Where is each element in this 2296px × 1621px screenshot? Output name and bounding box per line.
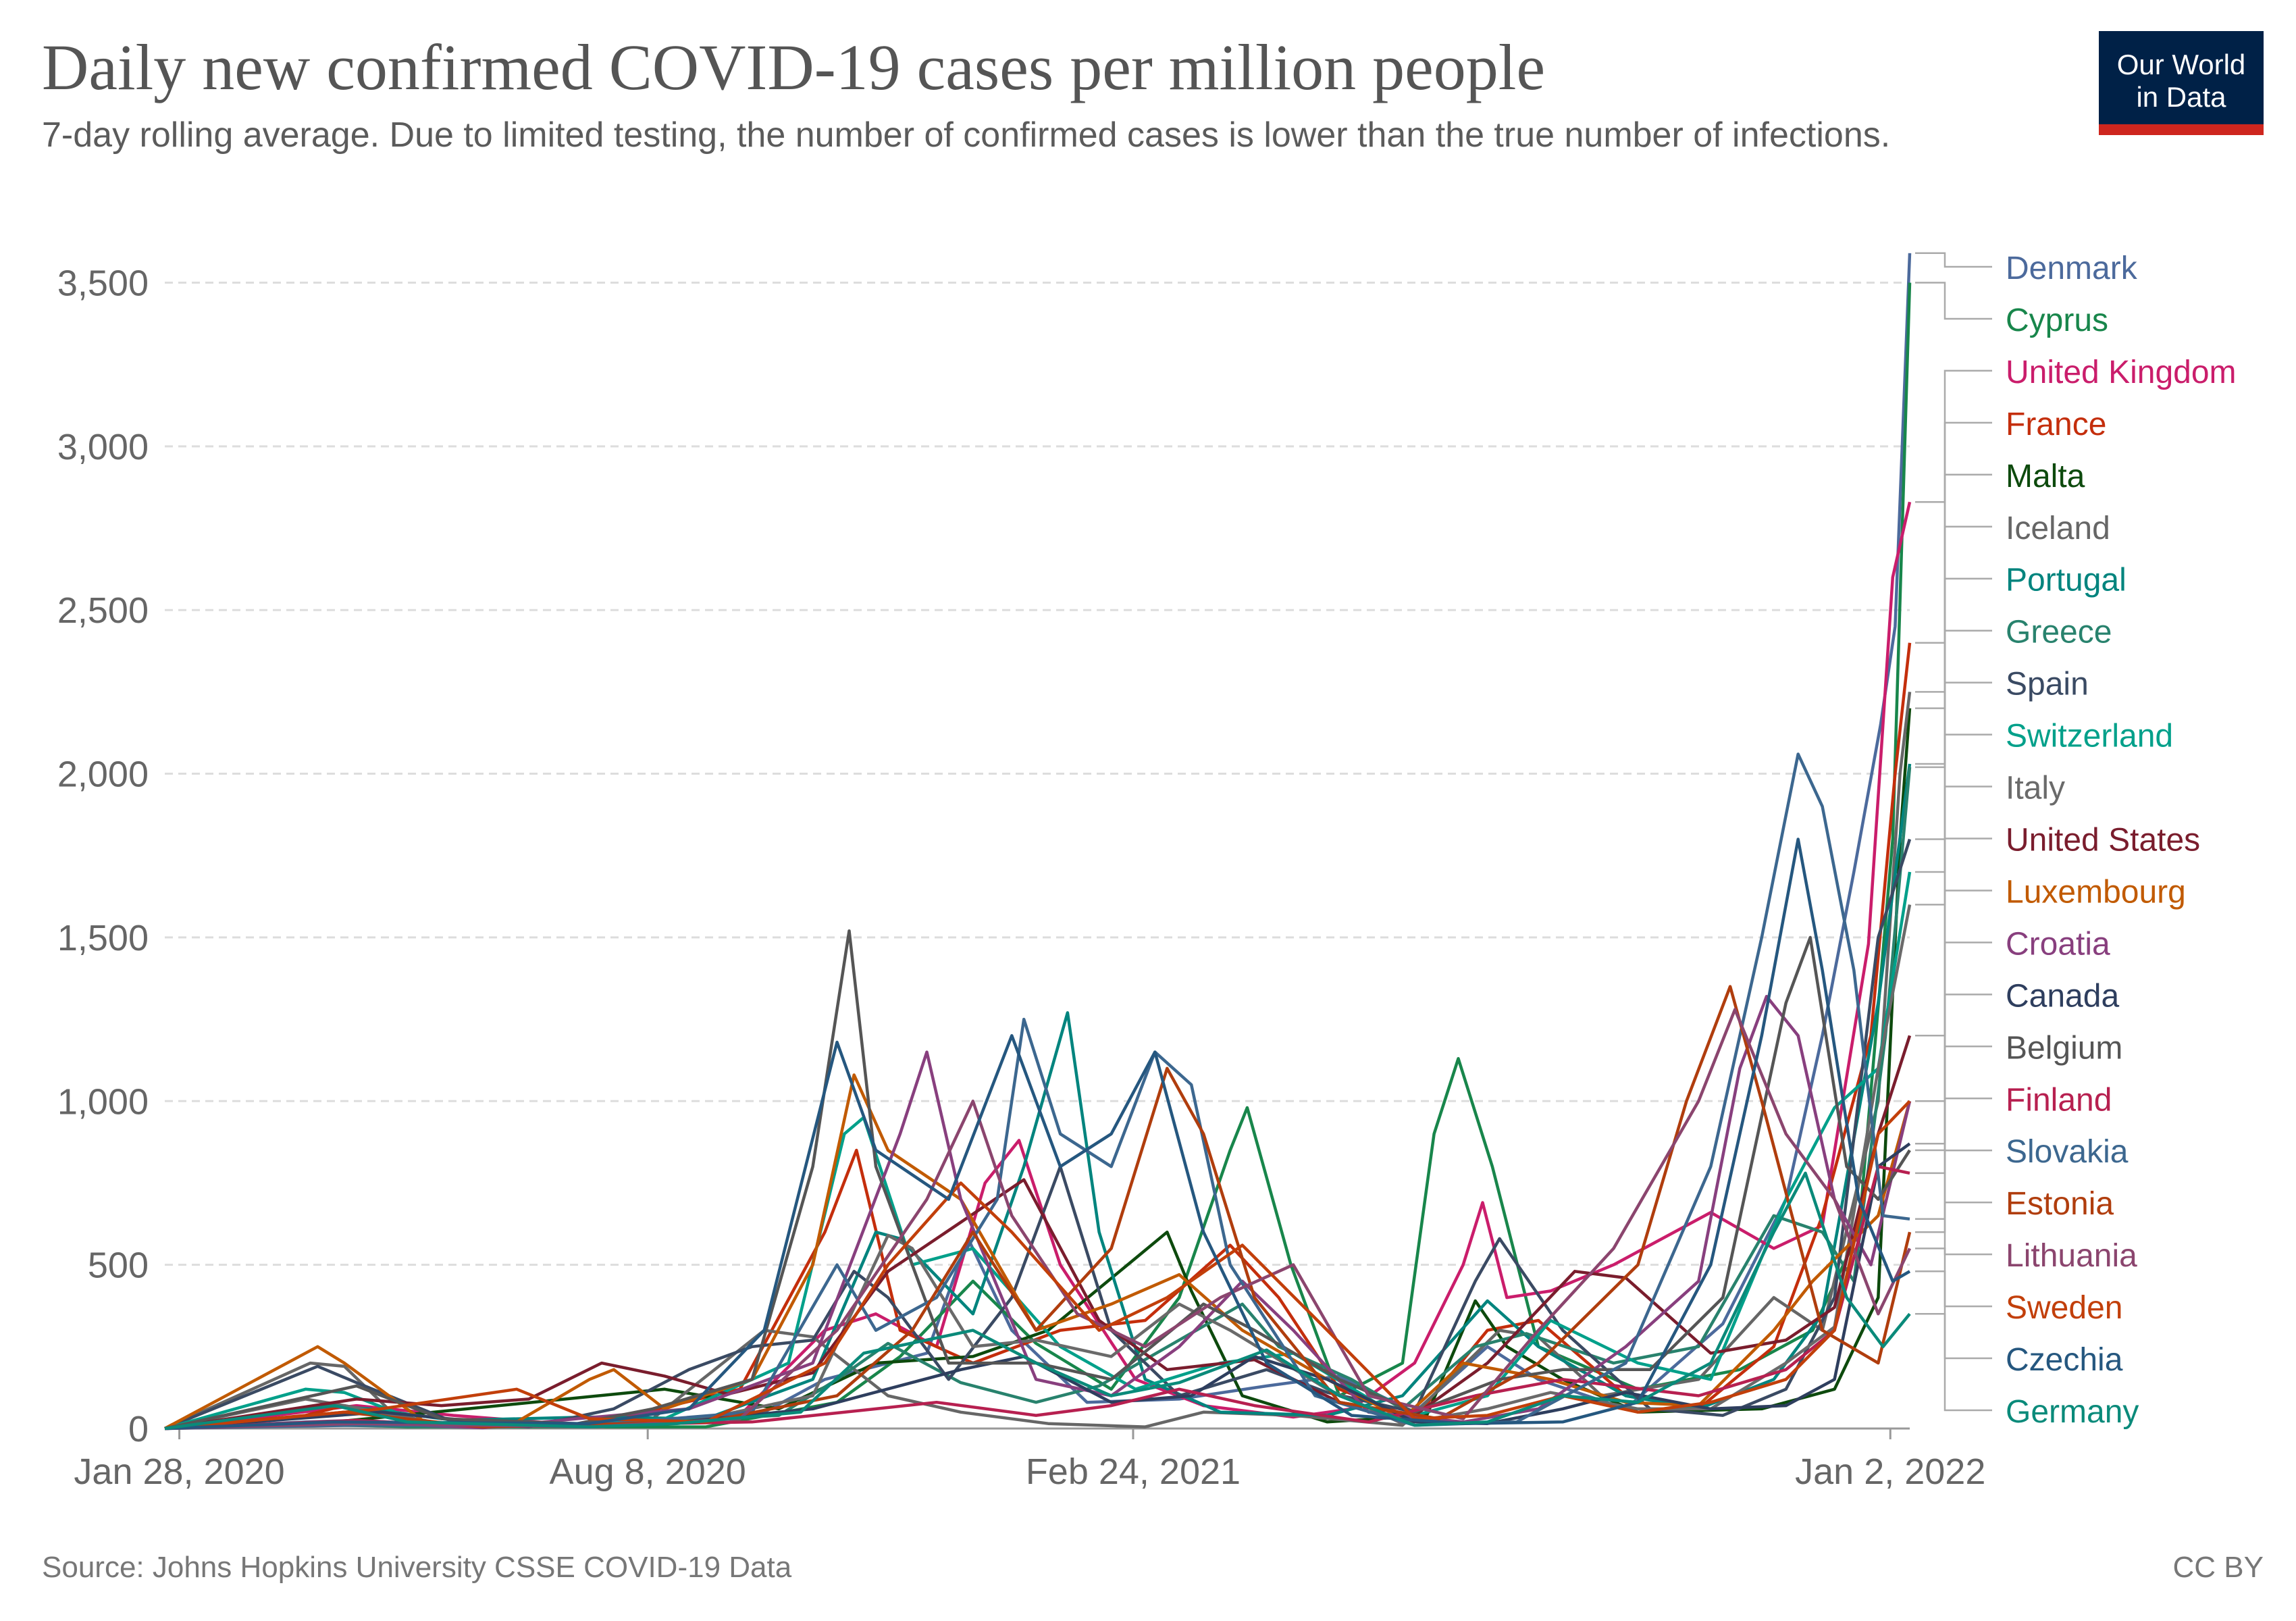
logo-line-1: Our World <box>2116 49 2246 80</box>
x-tick-label: Aug 8, 2020 <box>550 1451 746 1492</box>
legend-connector <box>1915 1098 1992 1175</box>
y-tick-label: 500 <box>88 1245 149 1286</box>
legend-connector <box>1915 629 1992 769</box>
legend-label: Malta <box>2006 459 2085 494</box>
source-note: Source: Johns Hopkins University CSSE CO… <box>42 1551 792 1584</box>
legend-label: United States <box>2006 823 2200 858</box>
legend-connector <box>1915 525 1992 693</box>
legend-label: United Kingdom <box>2006 355 2237 390</box>
series-line <box>164 1008 1912 1431</box>
legend-connector <box>1915 577 1992 765</box>
legend-connector <box>1915 838 1992 1037</box>
series-line <box>164 501 1912 1431</box>
legend-label: Spain <box>2006 667 2089 702</box>
legend-label: Canada <box>2006 978 2119 1014</box>
legend-connector <box>1915 1149 1992 1220</box>
legend-label: Czechia <box>2006 1342 2123 1378</box>
legend-label: Estonia <box>2006 1186 2114 1222</box>
y-tick-label: 2,000 <box>57 754 149 795</box>
legend-label: Belgium <box>2006 1030 2122 1066</box>
legend-label: Cyprus <box>2006 303 2108 338</box>
series-line <box>164 985 1912 1431</box>
legend-connector <box>1915 1247 1992 1256</box>
y-tick-label: 0 <box>128 1409 149 1449</box>
legend-label: Germany <box>2006 1394 2139 1430</box>
legend-connector <box>1915 786 1992 906</box>
y-tick-label: 2,500 <box>57 590 149 631</box>
legend-connector <box>1915 994 1992 1145</box>
series-line <box>164 1171 1911 1431</box>
legend-connector <box>1915 734 1992 873</box>
legend-label: Denmark <box>2006 251 2138 286</box>
legend-connector <box>1915 890 1992 1102</box>
license-link[interactable]: CC BY <box>2172 1551 2264 1584</box>
legend: Denmark Cyprus United Kingdom France Malta Ic… <box>1915 251 2237 1430</box>
owid-logo[interactable]: Our World in Data <box>2099 31 2264 135</box>
legend-label: Iceland <box>2006 511 2110 546</box>
series-line <box>164 1035 1912 1431</box>
legend-label: Finland <box>2006 1082 2112 1118</box>
legend-label: Sweden <box>2006 1290 2122 1326</box>
legend-connector <box>1915 942 1992 1102</box>
legend-connector <box>1915 1313 1992 1412</box>
x-tick-label: Jan 28, 2020 <box>74 1451 284 1492</box>
legend-label: Switzerland <box>2006 719 2173 754</box>
series-lines <box>163 253 1912 1431</box>
legend-label: Portugal <box>2006 563 2127 598</box>
legend-label: Italy <box>2006 771 2065 806</box>
axes: 0 500 1,000 1,500 2,000 2,500 3,000 3,500 Jan 28… <box>57 263 1986 1492</box>
x-tick-label: Feb 24, 2021 <box>1026 1451 1241 1492</box>
series-line <box>164 282 1912 1431</box>
legend-label: Lithuania <box>2006 1238 2137 1274</box>
legend-connector <box>1915 1201 1992 1233</box>
chart-subtitle: 7-day rolling average. Due to limited te… <box>42 115 1891 155</box>
legend-connector <box>1915 421 1992 644</box>
legend-connector <box>1915 1100 1992 1308</box>
series-line <box>164 752 1910 1431</box>
legend-label: Slovakia <box>2006 1134 2129 1170</box>
legend-label: France <box>2006 407 2106 442</box>
legend-connector <box>1915 369 1992 503</box>
x-tick-label: Jan 2, 2022 <box>1795 1451 1985 1492</box>
legend-label: Greece <box>2006 615 2112 650</box>
y-tick-label: 3,500 <box>57 263 149 303</box>
legend-label: Luxembourg <box>2006 874 2186 910</box>
logo-line-2: in Data <box>2136 81 2226 113</box>
legend-connector <box>1915 282 1992 320</box>
legend-connector <box>1915 1270 1992 1360</box>
series-line <box>164 1100 1911 1431</box>
legend-label: Croatia <box>2006 926 2110 962</box>
series-line <box>164 929 1911 1431</box>
y-tick-label: 1,500 <box>57 918 149 958</box>
legend-connector <box>1915 681 1992 840</box>
y-tick-label: 3,000 <box>57 427 149 467</box>
y-tick-label: 1,000 <box>57 1081 149 1122</box>
series-line <box>164 838 1911 1431</box>
series-line <box>164 904 1912 1431</box>
chart-title: Daily new confirmed COVID-19 cases per m… <box>42 31 1546 103</box>
legend-connector <box>1915 252 1992 268</box>
legend-connector <box>1915 473 1992 709</box>
